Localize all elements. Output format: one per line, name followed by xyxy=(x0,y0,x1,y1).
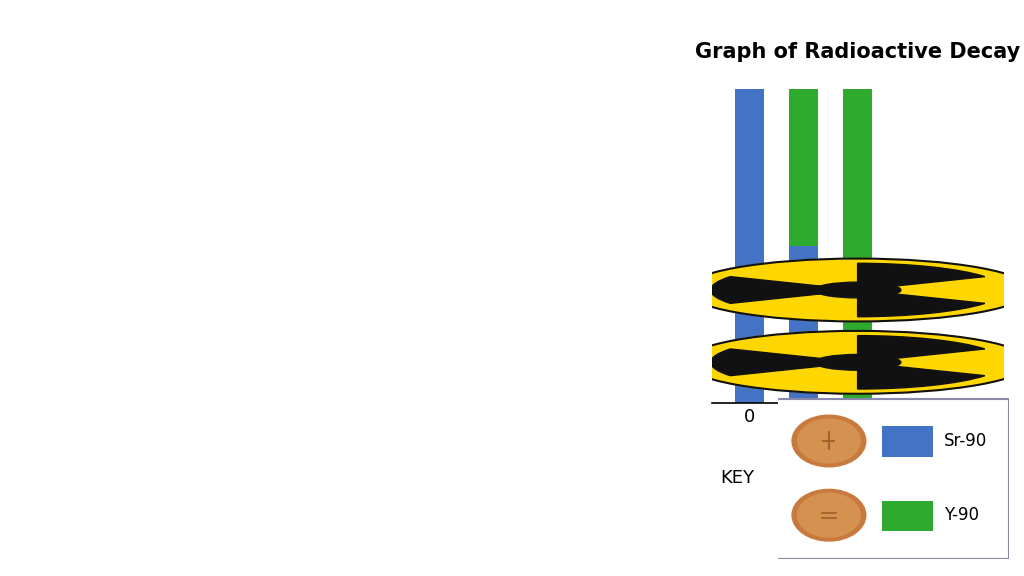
Circle shape xyxy=(685,259,1024,321)
Wedge shape xyxy=(857,294,985,317)
Circle shape xyxy=(798,493,860,537)
Circle shape xyxy=(798,419,860,463)
Wedge shape xyxy=(711,276,820,304)
Wedge shape xyxy=(857,336,985,358)
Text: Y-90: Y-90 xyxy=(944,506,979,524)
Bar xyxy=(788,246,818,403)
Wedge shape xyxy=(857,263,985,286)
Text: KEY: KEY xyxy=(720,469,754,487)
Bar xyxy=(882,501,933,531)
Wedge shape xyxy=(857,366,985,389)
Bar xyxy=(882,426,933,457)
Circle shape xyxy=(793,490,866,541)
FancyBboxPatch shape xyxy=(776,399,1009,559)
Circle shape xyxy=(793,415,866,467)
X-axis label: (half-life): (half-life) xyxy=(817,431,898,450)
Wedge shape xyxy=(711,349,820,376)
Circle shape xyxy=(814,282,901,298)
Circle shape xyxy=(814,354,901,370)
Title: Graph of Radioactive Decay: Graph of Radioactive Decay xyxy=(695,42,1020,62)
Circle shape xyxy=(685,331,1024,394)
Bar xyxy=(788,89,818,246)
Bar xyxy=(734,89,764,403)
Text: Sr-90: Sr-90 xyxy=(944,432,987,450)
Bar xyxy=(843,89,872,403)
